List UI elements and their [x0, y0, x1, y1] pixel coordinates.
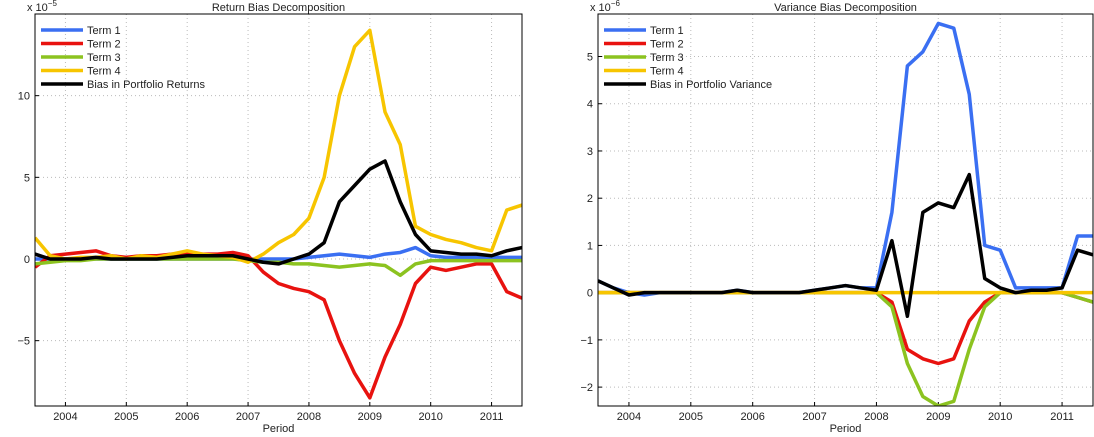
x-tick-label: 2010 — [988, 411, 1012, 423]
x-axis-label: Period — [263, 423, 295, 435]
exponent-base: x 10 — [590, 2, 611, 14]
legend-label: Term 3 — [650, 52, 684, 64]
y-tick-label: −2 — [580, 382, 593, 394]
subplot: −5 0 5 10 2004 2005 2006 2007 2008 2009 2010 2011 Re… — [17, 0, 523, 435]
legend-label: Term 1 — [87, 25, 121, 37]
y-tick-label: 5 — [587, 52, 593, 64]
series-group — [598, 21, 1093, 406]
chart-title: Return Bias Decomposition — [212, 2, 345, 14]
x-tick-label: 2007 — [802, 411, 826, 423]
legend-label: Term 4 — [87, 66, 121, 78]
y-tick-label: 5 — [24, 172, 30, 184]
x-tick-label: 2004 — [53, 411, 77, 423]
axes-frame — [597, 13, 1094, 407]
chart-title: Variance Bias Decomposition — [774, 2, 917, 14]
y-tick-label: 1 — [587, 240, 593, 252]
y-tick-label: 10 — [18, 91, 30, 103]
y-tick-label: 4 — [587, 99, 593, 111]
series-line — [598, 172, 1093, 319]
y-tick-label: 2 — [587, 193, 593, 205]
x-tick-label: 2009 — [926, 411, 950, 423]
axis-exponent: x 10−5 — [27, 0, 57, 14]
x-tick-label: 2008 — [864, 411, 888, 423]
x-tick-label: 2006 — [740, 411, 764, 423]
y-tick-label: 0 — [587, 288, 593, 300]
y-tick-label: 3 — [587, 146, 593, 158]
plot-area — [598, 14, 1093, 406]
x-tick-label: 2007 — [236, 411, 260, 423]
x-tick-label: 2006 — [175, 411, 199, 423]
series-line — [35, 159, 522, 266]
x-tick-label: 2009 — [358, 411, 382, 423]
y-tick-label: −1 — [580, 335, 593, 347]
x-tick-label: 2005 — [114, 411, 138, 423]
exponent-base: x 10 — [27, 2, 48, 14]
legend-label: Term 3 — [87, 52, 121, 64]
series-group — [35, 28, 522, 400]
legend-label: Term 2 — [650, 39, 684, 51]
series-line — [35, 28, 522, 265]
x-tick-label: 2004 — [617, 411, 641, 423]
x-tick-label: 2011 — [480, 411, 504, 423]
exponent-power: −6 — [611, 0, 621, 8]
legend-label: Term 2 — [87, 39, 121, 51]
x-tick-label: 2008 — [297, 411, 321, 423]
x-tick-label: 2010 — [418, 411, 442, 423]
plot-area — [35, 14, 522, 406]
axis-exponent: x 10−6 — [590, 0, 620, 14]
legend-label: Bias in Portfolio Variance — [650, 79, 772, 91]
subplot: −2 −1 0 1 2 3 4 5 2004 2005 2006 2007 2008 2009 2010 20… — [580, 0, 1094, 435]
y-tick-label: 0 — [24, 254, 30, 266]
y-tick-label: −5 — [17, 336, 30, 348]
exponent-power: −5 — [48, 0, 58, 8]
x-tick-label: 2011 — [1050, 411, 1074, 423]
legend-label: Term 1 — [650, 25, 684, 37]
axes-frame — [34, 13, 523, 407]
x-tick-label: 2005 — [679, 411, 703, 423]
legend-label: Term 4 — [650, 66, 684, 78]
x-axis-label: Period — [830, 423, 862, 435]
legend-label: Bias in Portfolio Returns — [87, 79, 205, 91]
